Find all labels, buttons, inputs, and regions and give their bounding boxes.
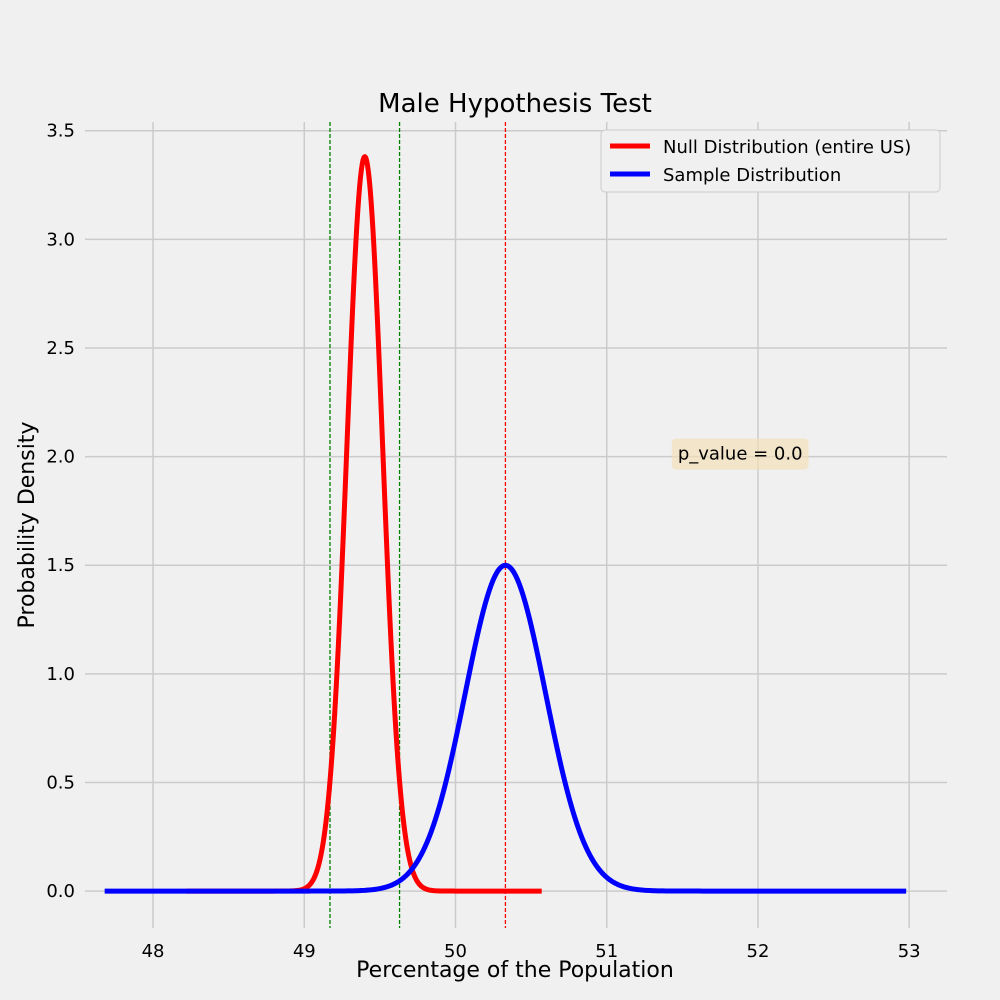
p-value-text: p_value = 0.0 xyxy=(678,444,803,465)
y-tick-label: 2.0 xyxy=(46,447,75,468)
x-tick-label: 49 xyxy=(293,941,316,962)
y-tick-label: 2.5 xyxy=(46,338,75,359)
x-tick-label: 48 xyxy=(142,941,165,962)
null-distribution-line xyxy=(184,154,544,894)
x-tick-label: 50 xyxy=(444,941,467,962)
tick-labels: 48 49 50 51 52 53 0.0 0.5 1.0 1.5 2.0 2.5 3.0 3.5 xyxy=(46,121,920,962)
reference-lines xyxy=(329,122,507,928)
sample-distribution-line xyxy=(104,562,907,894)
legend-label-null: Null Distribution (entire US) xyxy=(663,137,911,158)
p-value-box xyxy=(671,438,809,470)
legend-box xyxy=(600,129,941,193)
x-axis-label: Percentage of the Population xyxy=(356,958,674,983)
grid xyxy=(85,122,947,928)
y-tick-label: 0.0 xyxy=(46,881,75,902)
y-tick-label: 0.5 xyxy=(46,772,75,793)
p-value-annotation: p_value = 0.0 xyxy=(671,438,809,470)
x-tick-label: 51 xyxy=(595,941,618,962)
y-tick-label: 1.5 xyxy=(46,555,75,576)
y-axis-label: Probability Density xyxy=(15,422,40,629)
chart-title: Male Hypothesis Test xyxy=(378,89,652,119)
legend-label-sample: Sample Distribution xyxy=(663,165,841,186)
x-tick-label: 52 xyxy=(747,941,770,962)
series xyxy=(104,154,907,894)
x-tick-label: 53 xyxy=(898,941,921,962)
y-tick-label: 3.0 xyxy=(46,229,75,250)
y-tick-label: 3.5 xyxy=(46,121,75,142)
y-tick-label: 1.0 xyxy=(46,664,75,685)
legend: Null Distribution (entire US) Sample Dis… xyxy=(600,129,941,193)
